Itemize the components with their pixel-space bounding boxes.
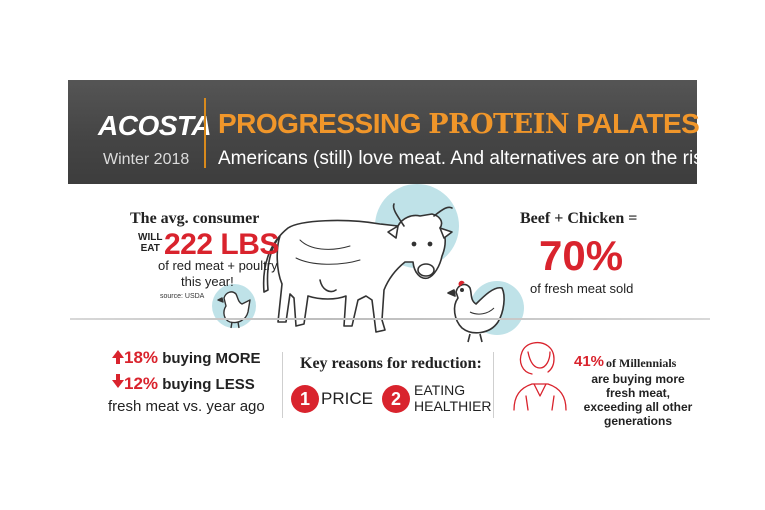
beef-chicken-percent: 70%: [539, 232, 624, 279]
reason-healthier-line2: HEALTHIER: [414, 398, 492, 414]
headline-part2: PROTEIN: [428, 109, 570, 140]
column-divider: [493, 352, 494, 418]
reason-number-badge: 1: [291, 385, 319, 413]
cow-icon: [262, 203, 453, 333]
buying-less-row: 12% buying LESS: [110, 374, 255, 394]
buying-more-percent: 18%: [124, 348, 159, 367]
column-divider: [282, 352, 283, 418]
buying-more-text: buying MORE: [162, 350, 261, 367]
headline-part1: PROGRESSING: [218, 108, 429, 139]
meat-poultry-text: of red meat + poultry: [158, 258, 278, 273]
source-note: source: USDA: [160, 293, 205, 300]
buying-less-text: buying LESS: [162, 376, 255, 393]
reason-number-badge: 2: [382, 385, 410, 413]
brand-logo: ACOSTA: [98, 110, 212, 141]
will-eat-label: WILL EAT: [138, 232, 162, 254]
eat-word: EAT: [140, 243, 160, 254]
chicken-icon: [217, 291, 251, 329]
banner-divider: [204, 98, 206, 168]
arrow-up-icon: [112, 350, 124, 364]
header-banner: [68, 80, 697, 184]
will-word: WILL: [138, 232, 163, 243]
reasons-title: Key reasons for reduction:: [300, 355, 482, 372]
pounds-amount: 222 LBS: [164, 228, 279, 261]
reason-price: PRICE: [321, 389, 373, 408]
reason-healthier: EATING HEALTHIER: [414, 382, 492, 414]
millennials-title: of Millennials: [606, 356, 677, 370]
beef-chicken-title: Beef + Chicken =: [520, 210, 638, 227]
headline: PROGRESSING PROTEIN PALATES: [218, 108, 700, 140]
millennials-text: are buying more fresh meat, exceeding al…: [583, 372, 693, 428]
ground-line: [70, 318, 710, 320]
woman-icon: [513, 341, 567, 411]
arrow-down-icon: [112, 374, 124, 388]
this-year-text: this year!: [181, 274, 234, 289]
season-label: Winter 2018: [103, 151, 190, 168]
reason-healthier-line1: EATING: [414, 382, 466, 398]
avg-consumer-title: The avg. consumer: [130, 210, 260, 227]
comparison-text: fresh meat vs. year ago: [108, 398, 265, 415]
subheadline: Americans (still) love meat. And alterna…: [218, 148, 719, 169]
headline-part3: PALATES: [569, 108, 700, 139]
fresh-meat-sold-caption: of fresh meat sold: [530, 281, 634, 296]
chicken-icon: [447, 280, 505, 343]
buying-more-row: 18% buying MORE: [110, 348, 261, 368]
millennials-percent: 41%: [574, 353, 605, 370]
buying-less-percent: 12%: [124, 374, 159, 393]
